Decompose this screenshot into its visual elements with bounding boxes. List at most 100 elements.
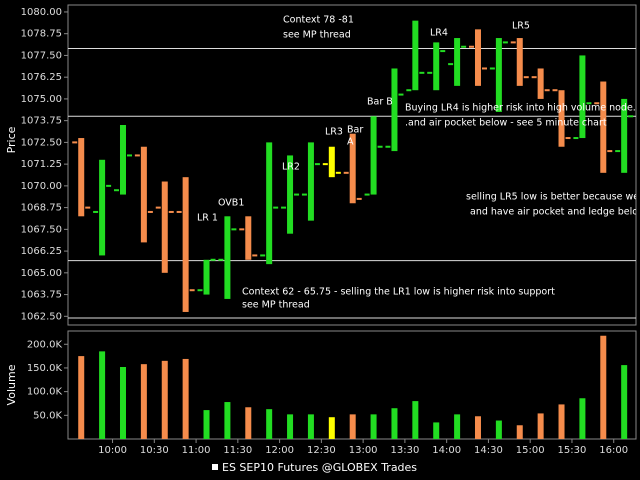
annotation: Context 62 - 65.75 - selling the LR1 low…: [242, 287, 555, 298]
y-tick-label: 1068.75: [21, 203, 62, 214]
y-tick-label: 1062.50: [21, 311, 62, 322]
annotation: see MP thread: [283, 30, 351, 41]
y-tick-label: 1070.00: [21, 181, 62, 192]
y-axis-label: Price: [5, 126, 18, 153]
y-tick-label: 1076.25: [21, 72, 62, 83]
x-tick-label: 15:30: [558, 445, 587, 456]
y-tick-label: 1066.25: [21, 246, 62, 257]
volume-bar: [516, 425, 523, 439]
price-bar: [119, 125, 126, 195]
annotation: Bar B: [367, 97, 393, 108]
annotation: A: [347, 137, 354, 148]
annotation: OVB1: [218, 198, 244, 209]
price-bar: [579, 55, 586, 139]
y-tick-label: 1078.75: [21, 29, 62, 40]
y-tick-label: 1072.50: [21, 137, 62, 148]
volume-bar: [328, 417, 335, 439]
x-tick-label: 12:30: [307, 445, 336, 456]
annotation: LR2: [282, 162, 300, 173]
legend-swatch: [212, 464, 218, 470]
annotation: see MP thread: [242, 300, 310, 311]
annotation: LR3: [325, 127, 343, 138]
y-tick-label: 150.0K: [27, 363, 63, 374]
y-tick-label: 1080.00: [21, 7, 62, 18]
price-plot: Context 78 -81 see MP thread LR4 LR5 Bar B Bu…: [68, 15, 640, 319]
y-tick-label: 1065.00: [21, 268, 62, 279]
y-tick-label: 50.0K: [33, 410, 62, 421]
volume-bar: [224, 402, 231, 439]
volume-bar: [307, 414, 314, 439]
y-tick-label: 1067.50: [21, 224, 62, 235]
volume-bar: [78, 356, 85, 439]
volume-bar: [140, 364, 147, 439]
price-bar: [287, 155, 294, 234]
volume-bar: [433, 422, 440, 439]
volume-bar: [537, 413, 544, 439]
x-tick-label: 13:30: [390, 445, 419, 456]
annotation: .and air pocket below - see 5 minute cha…: [405, 118, 607, 129]
volume-bar: [287, 414, 294, 439]
annotation: Bar: [347, 125, 363, 136]
price-bar: [600, 81, 607, 173]
annotation: LR 1: [197, 213, 218, 224]
x-tick-label: 14:30: [474, 445, 503, 456]
price-bar: [161, 181, 168, 273]
x-tick-label: 11:00: [182, 445, 211, 456]
x-tick-label: 13:00: [349, 445, 378, 456]
x-tick-label: 16:00: [599, 445, 628, 456]
volume-bar: [266, 409, 273, 439]
price-bar: [558, 90, 565, 147]
annotation: LR5: [512, 21, 530, 32]
legend-label: ES SEP10 Futures @GLOBEX Trades: [222, 461, 417, 474]
price-bar: [412, 20, 419, 91]
price-bar: [224, 216, 231, 299]
volume-bar: [203, 410, 210, 439]
price-bar: [474, 29, 481, 86]
x-tick-label: 15:00: [516, 445, 545, 456]
price-panel: [67, 4, 637, 326]
y-tick-label: 100.0K: [27, 387, 63, 398]
price-bar: [454, 38, 461, 86]
price-bar: [516, 38, 523, 86]
volume-bar: [600, 335, 607, 439]
price-bar: [99, 159, 106, 256]
x-tick-label: 10:30: [140, 445, 169, 456]
price-bar: [391, 68, 398, 152]
volume-bar: [99, 351, 106, 439]
y-tick-label: 200.0K: [27, 339, 63, 350]
volume-bar: [245, 407, 252, 439]
price-bar: [307, 142, 314, 221]
annotation: Context 78 -81: [283, 15, 354, 26]
x-tick-label: 11:30: [223, 445, 252, 456]
volume-bar: [412, 401, 419, 439]
y-tick-label: 1071.25: [21, 159, 62, 170]
volume-bar: [579, 398, 586, 439]
x-tick-label: 10:00: [98, 445, 127, 456]
annotation: Buying LR4 is higher risk into high volu…: [405, 103, 640, 114]
volume-bar: [119, 367, 126, 439]
volume-bar: [161, 360, 168, 439]
x-tick-label: 14:00: [432, 445, 461, 456]
volume-bar: [558, 404, 565, 439]
volume-bar: [621, 365, 628, 439]
price-bar: [328, 146, 335, 178]
volume-bar: [391, 408, 398, 439]
price-bar: [433, 42, 440, 91]
price-bar: [266, 142, 273, 265]
price-bar: [349, 133, 356, 204]
volume-bar: [370, 414, 377, 439]
y-tick-label: 1075.00: [21, 94, 62, 105]
volume-bar: [474, 416, 481, 439]
price-bar: [495, 38, 502, 112]
volume-bar: [495, 420, 502, 439]
annotation: selling LR5 low is better because we: [466, 192, 639, 203]
y-axis-label: Volume: [5, 364, 18, 405]
price-bar: [203, 259, 210, 295]
volume-bar: [182, 358, 189, 439]
price-bar: [245, 216, 252, 260]
annotation: LR4: [430, 28, 448, 39]
price-bar: [537, 68, 544, 99]
price-bar: [182, 177, 189, 312]
